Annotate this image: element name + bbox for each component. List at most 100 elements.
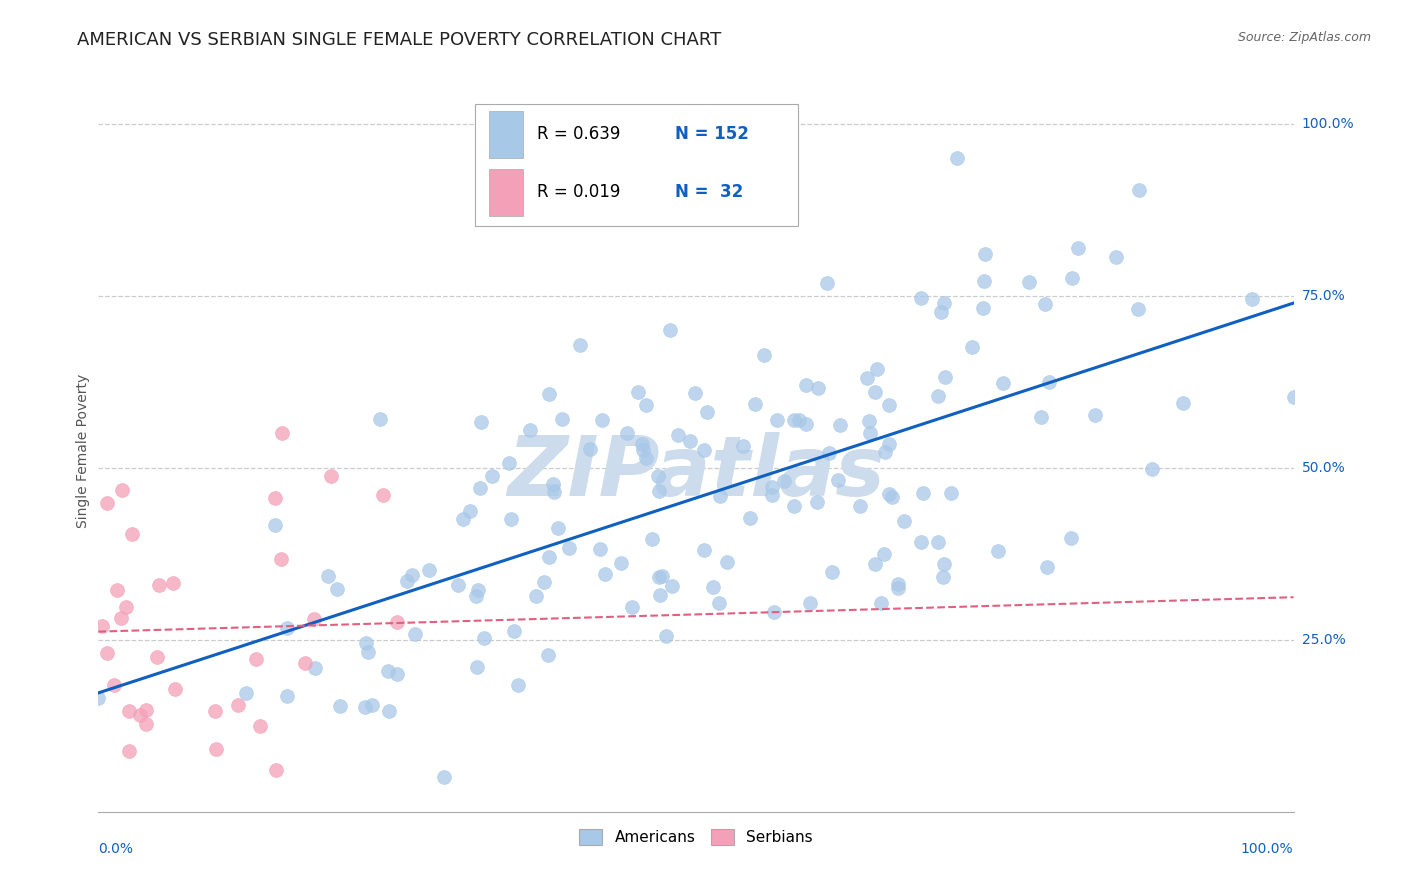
Point: [887, 581, 910, 595]
Point: [354, 636, 377, 650]
Point: [543, 484, 565, 499]
Point: [325, 582, 347, 596]
Point: [1084, 409, 1107, 423]
Text: 50.0%: 50.0%: [1302, 460, 1346, 475]
Point: [368, 411, 391, 425]
Point: [859, 425, 882, 440]
Point: [541, 477, 564, 491]
Point: [498, 456, 520, 470]
Point: [683, 386, 706, 401]
Point: [118, 704, 141, 718]
Text: ZIPatlas: ZIPatlas: [508, 432, 884, 513]
Point: [866, 361, 889, 376]
Point: [385, 615, 409, 629]
Point: [648, 588, 671, 602]
Point: [481, 469, 503, 483]
Point: [537, 648, 560, 662]
Point: [651, 568, 673, 582]
Point: [547, 521, 569, 535]
Point: [264, 518, 287, 533]
Point: [873, 547, 896, 561]
Point: [616, 426, 638, 441]
Point: [794, 378, 817, 392]
Point: [373, 488, 395, 502]
Point: [506, 678, 529, 692]
Text: AMERICAN VS SERBIAN SINGLE FEMALE POVERTY CORRELATION CHART: AMERICAN VS SERBIAN SINGLE FEMALE POVERT…: [77, 31, 721, 49]
Y-axis label: Single Female Poverty: Single Female Poverty: [76, 374, 90, 527]
Point: [1060, 532, 1083, 546]
Point: [858, 414, 880, 428]
Point: [929, 304, 952, 318]
Point: [579, 442, 602, 456]
Point: [1036, 560, 1059, 574]
Point: [304, 661, 326, 675]
Point: [276, 690, 298, 704]
Point: [226, 698, 249, 712]
Point: [361, 698, 384, 712]
Point: [806, 495, 828, 509]
Point: [135, 717, 157, 731]
Point: [787, 413, 810, 427]
Point: [377, 664, 399, 678]
Point: [115, 600, 138, 615]
Point: [648, 569, 671, 583]
Text: Source: ZipAtlas.com: Source: ZipAtlas.com: [1237, 31, 1371, 45]
Point: [1033, 296, 1056, 310]
Point: [1282, 391, 1305, 405]
Point: [128, 708, 150, 723]
Point: [946, 151, 969, 165]
Point: [647, 484, 669, 499]
Point: [932, 296, 955, 310]
Point: [451, 512, 474, 526]
Point: [245, 652, 267, 666]
Point: [404, 626, 426, 640]
Point: [855, 370, 877, 384]
Point: [1126, 301, 1149, 316]
Point: [557, 541, 579, 556]
Point: [709, 489, 731, 503]
Point: [910, 291, 932, 305]
Point: [538, 386, 561, 401]
Text: N =  32: N = 32: [675, 183, 744, 201]
Point: [1241, 292, 1264, 306]
Point: [661, 579, 683, 593]
Point: [877, 487, 900, 501]
Point: [960, 340, 983, 354]
Point: [738, 511, 761, 525]
Point: [634, 451, 657, 466]
Point: [877, 399, 900, 413]
Point: [270, 426, 292, 441]
Point: [302, 612, 325, 626]
Point: [472, 631, 495, 645]
Point: [395, 574, 418, 588]
Point: [146, 649, 169, 664]
Point: [821, 566, 844, 580]
Point: [870, 595, 893, 609]
Point: [647, 468, 669, 483]
Point: [987, 544, 1010, 558]
Point: [993, 376, 1015, 391]
Point: [524, 589, 547, 603]
Point: [621, 600, 644, 615]
Point: [264, 491, 287, 505]
Point: [1062, 270, 1084, 285]
Point: [716, 555, 738, 569]
FancyBboxPatch shape: [475, 103, 797, 227]
Point: [538, 549, 561, 564]
Legend: Americans, Serbians: Americans, Serbians: [574, 822, 818, 851]
Point: [783, 413, 806, 427]
Point: [772, 474, 794, 488]
Point: [592, 413, 614, 427]
Point: [96, 496, 118, 510]
Point: [458, 504, 481, 518]
Point: [568, 337, 591, 351]
Point: [1067, 241, 1090, 255]
Point: [783, 499, 806, 513]
Point: [934, 369, 956, 384]
Point: [433, 770, 456, 784]
Point: [499, 512, 522, 526]
Point: [886, 577, 908, 591]
Point: [679, 434, 702, 448]
Text: 100.0%: 100.0%: [1241, 842, 1294, 856]
Point: [465, 659, 488, 673]
